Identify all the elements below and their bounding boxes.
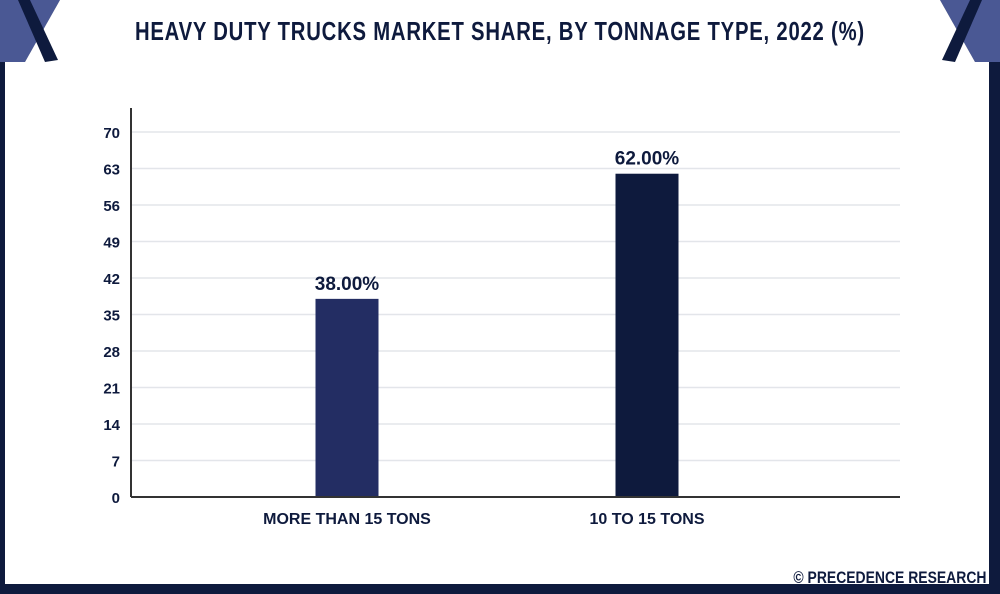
y-tick-label: 28 bbox=[103, 344, 120, 361]
data-label: 62.00% bbox=[615, 149, 680, 170]
banner-corner-right bbox=[940, 0, 1000, 62]
y-tick-label: 21 bbox=[103, 381, 120, 398]
chart-title: HEAVY DUTY TRUCKS MARKET SHARE, BY TONNA… bbox=[0, 0, 1000, 62]
y-tick-label: 7 bbox=[112, 454, 120, 471]
banner-corner-left bbox=[0, 0, 60, 62]
y-tick-label: 56 bbox=[103, 198, 120, 215]
chart-title-text: HEAVY DUTY TRUCKS MARKET SHARE, BY TONNA… bbox=[135, 15, 865, 46]
y-tick-label: 14 bbox=[103, 417, 120, 434]
x-tick-label: MORE THAN 15 TONS bbox=[263, 511, 431, 528]
bar bbox=[315, 298, 379, 497]
banner-stripe-left bbox=[18, 0, 58, 62]
y-tick-label: 63 bbox=[103, 162, 120, 179]
y-tick-label: 49 bbox=[103, 235, 120, 252]
x-tick-label: 10 TO 15 TONS bbox=[589, 511, 704, 528]
y-tick-label: 42 bbox=[103, 271, 120, 288]
header-banner bbox=[0, 0, 1000, 62]
y-tick-label: 70 bbox=[103, 125, 120, 142]
data-label: 38.00% bbox=[315, 274, 380, 295]
y-tick-label: 0 bbox=[112, 490, 120, 507]
source-credit: © PRECEDENCE RESEARCH bbox=[792, 568, 986, 587]
banner-stripe-right bbox=[942, 0, 982, 62]
y-tick-label: 35 bbox=[103, 308, 120, 325]
banner-center bbox=[25, 0, 975, 62]
bar bbox=[615, 173, 679, 497]
